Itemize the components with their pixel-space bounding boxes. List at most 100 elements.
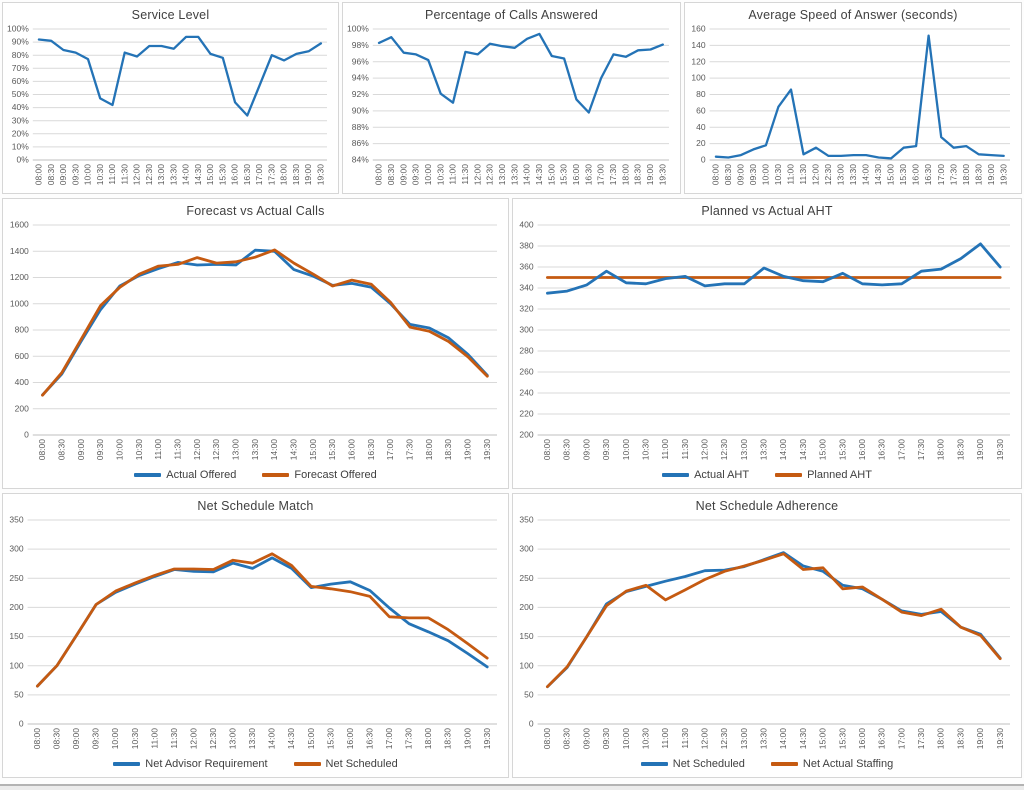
svg-text:1200: 1200 xyxy=(10,272,29,282)
svg-text:17:00: 17:00 xyxy=(896,439,906,461)
svg-text:12:00: 12:00 xyxy=(700,728,710,750)
chart-title-average-speed-of-answer: Average Speed of Answer (seconds) xyxy=(748,8,958,22)
svg-text:300: 300 xyxy=(519,544,533,554)
chart-panel-service-level[interactable]: Service Level 0% 10% 20% 30% 40% 50% 60% 70% 80%… xyxy=(2,2,339,194)
svg-text:1600: 1600 xyxy=(10,220,29,230)
svg-text:100: 100 xyxy=(691,73,705,83)
svg-text:80: 80 xyxy=(696,89,706,99)
svg-text:300: 300 xyxy=(9,544,23,554)
svg-text:60%: 60% xyxy=(12,76,29,86)
legend-item: Planned AHT xyxy=(775,469,872,481)
svg-text:14:00: 14:00 xyxy=(181,164,191,186)
svg-text:0%: 0% xyxy=(17,155,30,165)
svg-text:80%: 80% xyxy=(12,50,29,60)
svg-text:11:00: 11:00 xyxy=(786,164,796,185)
svg-text:11:30: 11:30 xyxy=(169,728,179,749)
chart-panel-net-schedule-match[interactable]: Net Schedule Match 0 50 100 150 200 250 300 350… xyxy=(2,493,509,778)
svg-text:19:30: 19:30 xyxy=(316,164,326,186)
svg-text:18:00: 18:00 xyxy=(936,728,946,750)
svg-text:15:00: 15:00 xyxy=(546,164,556,186)
svg-text:18:30: 18:30 xyxy=(291,164,301,186)
svg-text:16:00: 16:00 xyxy=(571,164,581,186)
svg-text:17:30: 17:30 xyxy=(916,439,926,461)
svg-text:08:30: 08:30 xyxy=(56,439,66,461)
svg-text:16:00: 16:00 xyxy=(857,439,867,461)
svg-text:11:00: 11:00 xyxy=(660,439,670,460)
svg-text:100%: 100% xyxy=(7,24,29,34)
svg-text:10:30: 10:30 xyxy=(95,164,105,186)
svg-text:08:00: 08:00 xyxy=(542,439,552,461)
svg-text:90%: 90% xyxy=(12,37,29,47)
svg-text:15:00: 15:00 xyxy=(308,439,318,461)
svg-text:18:30: 18:30 xyxy=(443,728,453,750)
svg-text:12:30: 12:30 xyxy=(208,728,218,750)
svg-text:08:00: 08:00 xyxy=(711,164,721,186)
svg-text:10:30: 10:30 xyxy=(134,439,144,461)
svg-text:08:00: 08:00 xyxy=(37,439,47,461)
chart-panel-calls-answered[interactable]: Percentage of Calls Answered 84% 86% 88% 90… xyxy=(342,2,681,194)
svg-text:13:30: 13:30 xyxy=(759,728,769,750)
svg-text:250: 250 xyxy=(9,573,23,583)
svg-text:200: 200 xyxy=(519,430,533,440)
svg-text:300: 300 xyxy=(519,325,533,335)
service-level-plot: 0% 10% 20% 30% 40% 50% 60% 70% 80% 90% 100% 08:00 08… xyxy=(7,24,327,186)
legend-label: Net Advisor Requirement xyxy=(145,758,268,770)
svg-text:10:30: 10:30 xyxy=(435,164,445,186)
svg-text:17:30: 17:30 xyxy=(266,164,276,186)
net-schedule-adherence-plot: 0 50 100 150 200 250 300 350 08:00 08:30 09:00 09:3… xyxy=(519,515,1010,750)
svg-text:400: 400 xyxy=(15,377,29,387)
svg-text:17:30: 17:30 xyxy=(916,728,926,750)
svg-text:100: 100 xyxy=(9,660,23,670)
svg-text:260: 260 xyxy=(519,367,533,377)
svg-text:11:00: 11:00 xyxy=(107,164,117,185)
svg-text:60: 60 xyxy=(696,106,706,116)
legend-swatch-forecast-offered xyxy=(262,473,290,477)
svg-text:200: 200 xyxy=(519,602,533,612)
svg-text:10:30: 10:30 xyxy=(773,164,783,186)
svg-text:14:00: 14:00 xyxy=(267,728,277,750)
svg-text:12:30: 12:30 xyxy=(823,164,833,186)
svg-text:220: 220 xyxy=(519,409,533,419)
legend-item: Actual Offered xyxy=(134,469,236,481)
svg-text:08:30: 08:30 xyxy=(723,164,733,186)
svg-text:10:00: 10:00 xyxy=(621,439,631,461)
svg-text:120: 120 xyxy=(691,56,705,66)
svg-text:17:30: 17:30 xyxy=(404,728,414,750)
svg-text:96%: 96% xyxy=(352,56,369,66)
svg-text:11:30: 11:30 xyxy=(460,164,470,185)
chart-panel-average-speed-of-answer[interactable]: Average Speed of Answer (seconds) 0 20 40 6… xyxy=(684,2,1022,194)
svg-text:19:00: 19:00 xyxy=(462,728,472,750)
svg-text:15:00: 15:00 xyxy=(818,439,828,461)
svg-text:19:00: 19:00 xyxy=(303,164,313,186)
svg-text:12:00: 12:00 xyxy=(811,164,821,186)
svg-text:13:30: 13:30 xyxy=(759,439,769,461)
svg-text:09:30: 09:30 xyxy=(411,164,421,186)
svg-text:19:00: 19:00 xyxy=(463,439,473,461)
svg-text:12:00: 12:00 xyxy=(700,439,710,461)
svg-text:340: 340 xyxy=(519,283,533,293)
chart-panel-planned-vs-actual-aht[interactable]: Planned vs Actual AHT 200 220 240 260 280 300… xyxy=(512,198,1022,489)
svg-text:17:00: 17:00 xyxy=(936,164,946,186)
svg-text:09:00: 09:00 xyxy=(71,728,81,750)
svg-text:10:30: 10:30 xyxy=(130,728,140,750)
svg-text:16:30: 16:30 xyxy=(923,164,933,186)
chart-panel-forecast-vs-actual-calls[interactable]: Forecast vs Actual Calls 0 200 400 600 800 10… xyxy=(2,198,509,489)
svg-text:16:30: 16:30 xyxy=(583,164,593,186)
svg-text:08:30: 08:30 xyxy=(52,728,62,750)
svg-text:0: 0 xyxy=(19,719,24,729)
chart-panel-net-schedule-adherence[interactable]: Net Schedule Adherence 0 50 100 150 200 250 30… xyxy=(512,493,1022,778)
svg-text:15:30: 15:30 xyxy=(837,439,847,461)
average-speed-of-answer-plot: 0 20 40 60 80 100 120 140 160 08:00 08:30 09:00 09:3… xyxy=(691,24,1010,186)
svg-text:18:30: 18:30 xyxy=(955,728,965,750)
legend-label: Net Actual Staffing xyxy=(802,758,894,770)
svg-text:08:00: 08:00 xyxy=(32,728,42,750)
svg-text:16:30: 16:30 xyxy=(877,439,887,461)
svg-text:08:00: 08:00 xyxy=(542,728,552,750)
svg-text:94%: 94% xyxy=(352,73,369,83)
legend-label: Net Scheduled xyxy=(672,758,745,770)
svg-text:19:30: 19:30 xyxy=(657,164,667,186)
svg-text:09:00: 09:00 xyxy=(76,439,86,461)
svg-text:16:30: 16:30 xyxy=(242,164,252,186)
svg-text:11:00: 11:00 xyxy=(153,439,163,460)
svg-text:12:30: 12:30 xyxy=(719,439,729,461)
